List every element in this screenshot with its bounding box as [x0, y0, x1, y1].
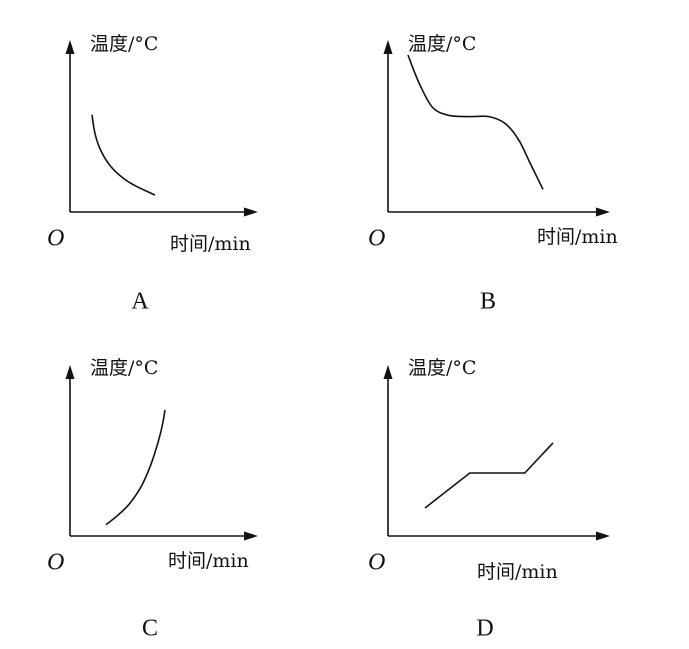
y-axis-arrow-icon [383, 40, 393, 54]
y-axis-label: 温度/°C [408, 33, 476, 55]
temperature-curve [424, 442, 554, 509]
y-axis-arrow-icon [383, 365, 393, 379]
temperature-curve [91, 114, 156, 196]
y-axis-label: 温度/°C [90, 33, 158, 55]
graph-panel-c: 温度/°C 时间/min O C [47, 357, 258, 642]
y-axis-label: 温度/°C [90, 357, 158, 379]
y-axis-label: 温度/°C [408, 357, 476, 379]
y-axis-arrow-icon [65, 365, 75, 379]
graph-panel-b: 温度/°C 时间/min O B [368, 33, 618, 315]
y-axis-arrow-icon [65, 40, 75, 54]
origin-label: O [47, 226, 64, 252]
graph-panel-d: 温度/°C 时间/min O D [368, 357, 610, 642]
origin-label: O [47, 550, 64, 576]
origin-label: O [368, 226, 385, 252]
x-axis-arrow-icon [596, 531, 610, 541]
x-axis-label: 时间/min [170, 233, 251, 255]
x-axis-arrow-icon [244, 207, 258, 217]
graph-panel-a: 温度/°C 时间/min O A [47, 33, 258, 315]
x-axis-arrow-icon [596, 207, 610, 217]
x-axis-label: 时间/min [477, 561, 558, 583]
origin-label: O [368, 550, 385, 576]
panel-label: C [142, 616, 158, 642]
x-axis-arrow-icon [244, 531, 258, 541]
panel-label: B [480, 289, 496, 315]
panel-label: D [476, 616, 493, 642]
temperature-curve [105, 409, 166, 526]
x-axis-label: 时间/min [168, 550, 249, 572]
x-axis-label: 时间/min [537, 226, 618, 248]
temperature-curve [407, 54, 544, 190]
panel-label: A [131, 289, 149, 315]
